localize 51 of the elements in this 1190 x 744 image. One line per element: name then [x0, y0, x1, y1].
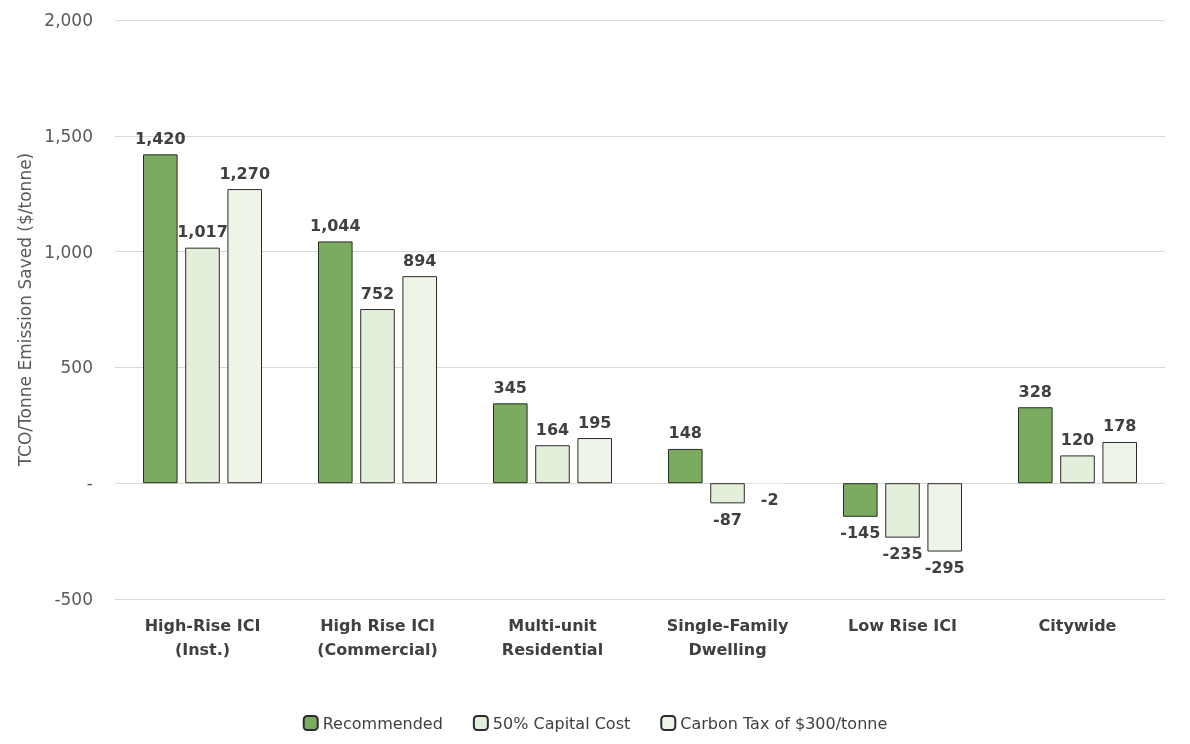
x-tick-label: High Rise ICI (Commercial)	[317, 615, 438, 659]
data-label: 894	[403, 250, 437, 270]
legend-label: Carbon Tax of $300/tonne	[680, 713, 888, 733]
data-label: 752	[360, 283, 395, 303]
data-label: 345	[493, 377, 527, 397]
bar	[1102, 441, 1137, 484]
bar	[535, 445, 570, 484]
y-tick-label: 500	[60, 357, 93, 378]
data-label: 120	[1060, 429, 1095, 449]
bar	[360, 309, 395, 484]
data-label: -87	[713, 509, 742, 529]
bar	[143, 154, 178, 484]
y-tick-label: 2,000	[44, 10, 93, 30]
bar	[402, 276, 437, 484]
y-tick-label: -500	[54, 589, 93, 609]
x-tick-label: Citywide	[1038, 615, 1117, 635]
bar	[710, 483, 745, 504]
bar	[885, 483, 920, 538]
y-tick-label: 1,500	[44, 125, 93, 146]
bar	[493, 403, 528, 484]
data-label: -295	[924, 558, 965, 578]
bar	[668, 448, 703, 484]
x-tick-label: Low Rise ICI	[848, 615, 957, 635]
legend-label: 50% Capital Cost	[492, 713, 631, 733]
y-axis-title: TCO/Tonne Emission Saved ($/tonne)	[14, 152, 35, 468]
y-tick-label: 1,000	[44, 241, 93, 262]
y-tick-label: -	[86, 473, 93, 494]
x-tick-label: Multi-unit Residential	[501, 615, 604, 659]
data-label: 1,420	[134, 128, 186, 148]
data-label: 164	[535, 419, 570, 439]
bar	[1060, 455, 1095, 484]
data-label: -235	[882, 544, 923, 564]
data-label: -145	[840, 523, 881, 543]
data-label: 178	[1103, 416, 1137, 436]
bar	[927, 483, 962, 552]
bar	[185, 247, 220, 484]
x-tick-label: High-Rise ICI (Inst.)	[144, 615, 261, 659]
data-label: 148	[668, 423, 702, 443]
data-label: 195	[578, 412, 612, 432]
bar	[227, 189, 262, 484]
data-label: 1,044	[309, 215, 361, 235]
legend-label: Recommended	[322, 713, 443, 733]
data-label: -2	[760, 490, 779, 510]
x-tick-label: Single-Family Dwelling	[666, 615, 789, 659]
bar	[318, 241, 353, 484]
bar	[843, 483, 878, 517]
bar	[1018, 407, 1053, 484]
bar	[577, 438, 612, 484]
data-label: 1,017	[177, 222, 228, 242]
data-label: 328	[1018, 381, 1052, 401]
data-label: 1,270	[219, 163, 271, 183]
